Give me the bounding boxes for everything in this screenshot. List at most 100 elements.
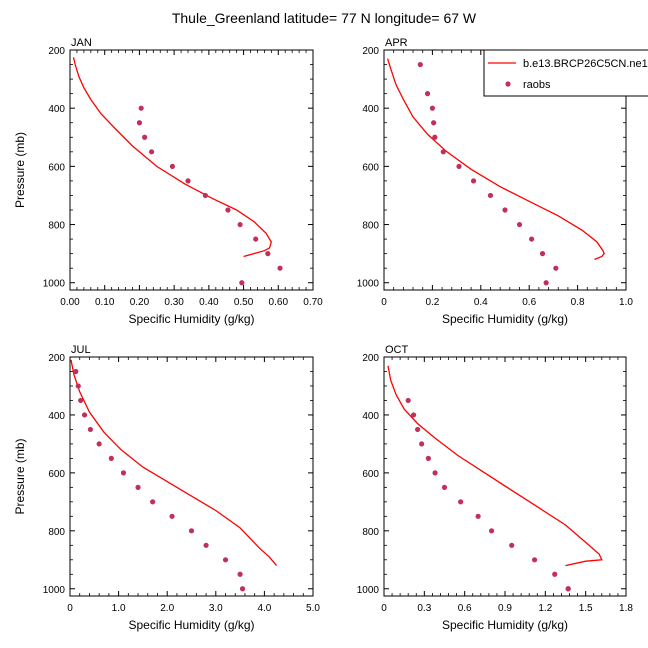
raobs-point xyxy=(440,149,446,155)
x-tick-label: 0.10 xyxy=(95,297,115,308)
raobs-point xyxy=(73,368,79,375)
x-tick-label: 1.8 xyxy=(619,603,633,614)
x-tick-label: 0.9 xyxy=(498,603,512,614)
x-axis-label: Specific Humidity (g/kg) xyxy=(128,312,254,326)
raobs-point xyxy=(456,163,462,169)
raobs-point xyxy=(552,571,558,577)
y-tick-label: 1000 xyxy=(43,585,66,596)
raobs-point xyxy=(277,265,283,271)
panel-label: JAN xyxy=(71,37,92,49)
x-tick-label: 0.50 xyxy=(234,297,254,308)
panel-jan: JAN 0.00 0.10 0.20 0.30 0.40 0.50 0.60 0.70 200 40… xyxy=(13,37,323,326)
figure-title: Thule_Greenland latitude= 77 N longitude… xyxy=(172,10,477,26)
x-tick-label: 0.6 xyxy=(458,603,472,614)
y-tick-label: 400 xyxy=(48,411,65,422)
x-tick-label: 0.8 xyxy=(571,297,585,308)
raobs-point xyxy=(475,513,481,519)
x-tick-label: 1.0 xyxy=(619,297,633,308)
raobs-point xyxy=(425,455,431,461)
x-axis-label: Specific Humidity (g/kg) xyxy=(442,312,568,326)
raobs-point xyxy=(237,571,243,577)
raobs-point xyxy=(509,542,515,548)
raobs-point xyxy=(410,412,417,418)
raobs-point xyxy=(516,221,523,228)
raobs-point xyxy=(203,542,209,548)
x-tick-label: 0.20 xyxy=(130,297,150,308)
y-tick-label: 1000 xyxy=(43,279,66,290)
raobs-point xyxy=(169,163,176,169)
x-tick-label: 0.4 xyxy=(474,297,488,308)
y-tick-label: 800 xyxy=(48,221,65,232)
y-tick-label: 600 xyxy=(48,469,65,480)
raobs-point xyxy=(419,441,425,447)
model-line xyxy=(72,57,273,258)
x-tick-label: 5.0 xyxy=(306,603,320,614)
panel-label: OCT xyxy=(385,344,409,356)
plot-frame xyxy=(383,356,627,597)
panel-jul: JUL 0 1.0 2.0 3.0 4.0 5.0 200 400 600 800 1000 Speci… xyxy=(13,344,320,632)
raobs-point xyxy=(81,412,88,418)
raobs-point xyxy=(488,528,495,534)
raobs-point xyxy=(441,484,448,490)
raobs-point xyxy=(78,397,84,404)
x-tick-label: 0 xyxy=(381,603,387,614)
raobs-point xyxy=(96,441,102,447)
panel-label: JUL xyxy=(71,344,91,356)
raobs-point xyxy=(150,499,156,505)
y-axis-label: Pressure (mb) xyxy=(13,132,27,208)
raobs-point xyxy=(543,280,549,286)
y-axis-label: Pressure (mb) xyxy=(13,438,27,514)
raobs-point xyxy=(87,426,94,433)
x-tick-label: 0.3 xyxy=(417,603,431,614)
raobs-point xyxy=(529,236,535,242)
raobs-point xyxy=(108,455,114,461)
x-tick-label: 0 xyxy=(67,603,73,614)
raobs-point xyxy=(565,586,571,592)
x-tick-label: 2.0 xyxy=(160,603,174,614)
raobs-point xyxy=(120,470,127,476)
x-axis-label: Specific Humidity (g/kg) xyxy=(442,618,568,632)
plot-frame xyxy=(69,49,314,291)
x-tick-label: 0.70 xyxy=(303,297,323,308)
raobs-point xyxy=(75,383,81,389)
raobs-point xyxy=(169,513,175,519)
raobs-point xyxy=(553,265,559,271)
y-tick-label: 400 xyxy=(362,411,379,422)
raobs-point xyxy=(135,484,141,490)
raobs-point xyxy=(142,134,148,140)
raobs-point xyxy=(429,105,435,111)
raobs-point xyxy=(539,251,546,257)
raobs-point xyxy=(431,120,437,126)
raobs-point xyxy=(458,499,464,505)
raobs-point xyxy=(487,192,494,199)
y-tick-label: 600 xyxy=(362,469,379,480)
y-tick-label: 200 xyxy=(362,46,379,57)
raobs-point xyxy=(417,61,423,68)
x-tick-label: 1.0 xyxy=(112,603,126,614)
raobs-point xyxy=(531,557,538,563)
y-tick-label: 200 xyxy=(48,46,65,57)
x-tick-label: 1.5 xyxy=(579,603,593,614)
model-line xyxy=(387,365,603,567)
x-axis-label: Specific Humidity (g/kg) xyxy=(128,618,254,632)
raobs-point xyxy=(237,221,243,228)
x-tick-label: 0.60 xyxy=(269,297,289,308)
model-line xyxy=(70,359,278,567)
model-line xyxy=(386,58,605,261)
raobs-point xyxy=(136,120,143,126)
legend-box xyxy=(483,49,648,97)
x-tick-label: 0.2 xyxy=(425,297,439,308)
x-tick-label: 0.30 xyxy=(164,297,184,308)
x-tick-label: 0 xyxy=(381,297,387,308)
x-tick-label: 0.00 xyxy=(60,297,80,308)
plot-frame xyxy=(69,356,314,597)
raobs-point xyxy=(253,236,259,242)
y-tick-label: 600 xyxy=(362,162,379,173)
legend: b.e13.BRCP26C5CN.ne120_g16.002raobs xyxy=(483,49,648,97)
y-tick-label: 800 xyxy=(362,221,379,232)
x-tick-label: 0.6 xyxy=(522,297,536,308)
raobs-point xyxy=(239,280,245,286)
raobs-point xyxy=(185,178,191,184)
